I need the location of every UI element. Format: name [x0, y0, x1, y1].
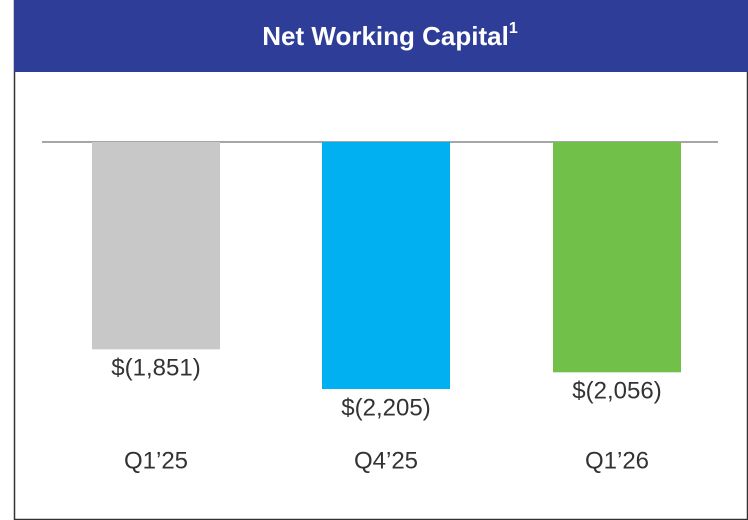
- x-tick-label: Q4’25: [354, 447, 418, 474]
- bar: [92, 142, 220, 350]
- title-footnote: 1: [509, 20, 518, 37]
- value-label: $(2,056): [572, 378, 661, 405]
- x-tick-label: Q1’25: [124, 447, 188, 474]
- value-label: $(1,851): [111, 355, 200, 382]
- x-tick-label: Q1’26: [585, 447, 649, 474]
- header-bar: [14, 0, 748, 72]
- value-label: $(2,205): [341, 394, 430, 421]
- title-text: Net Working Capital: [262, 21, 509, 51]
- chart-title: Net Working Capital1: [262, 20, 518, 51]
- bar: [553, 142, 681, 373]
- bar: [322, 142, 450, 389]
